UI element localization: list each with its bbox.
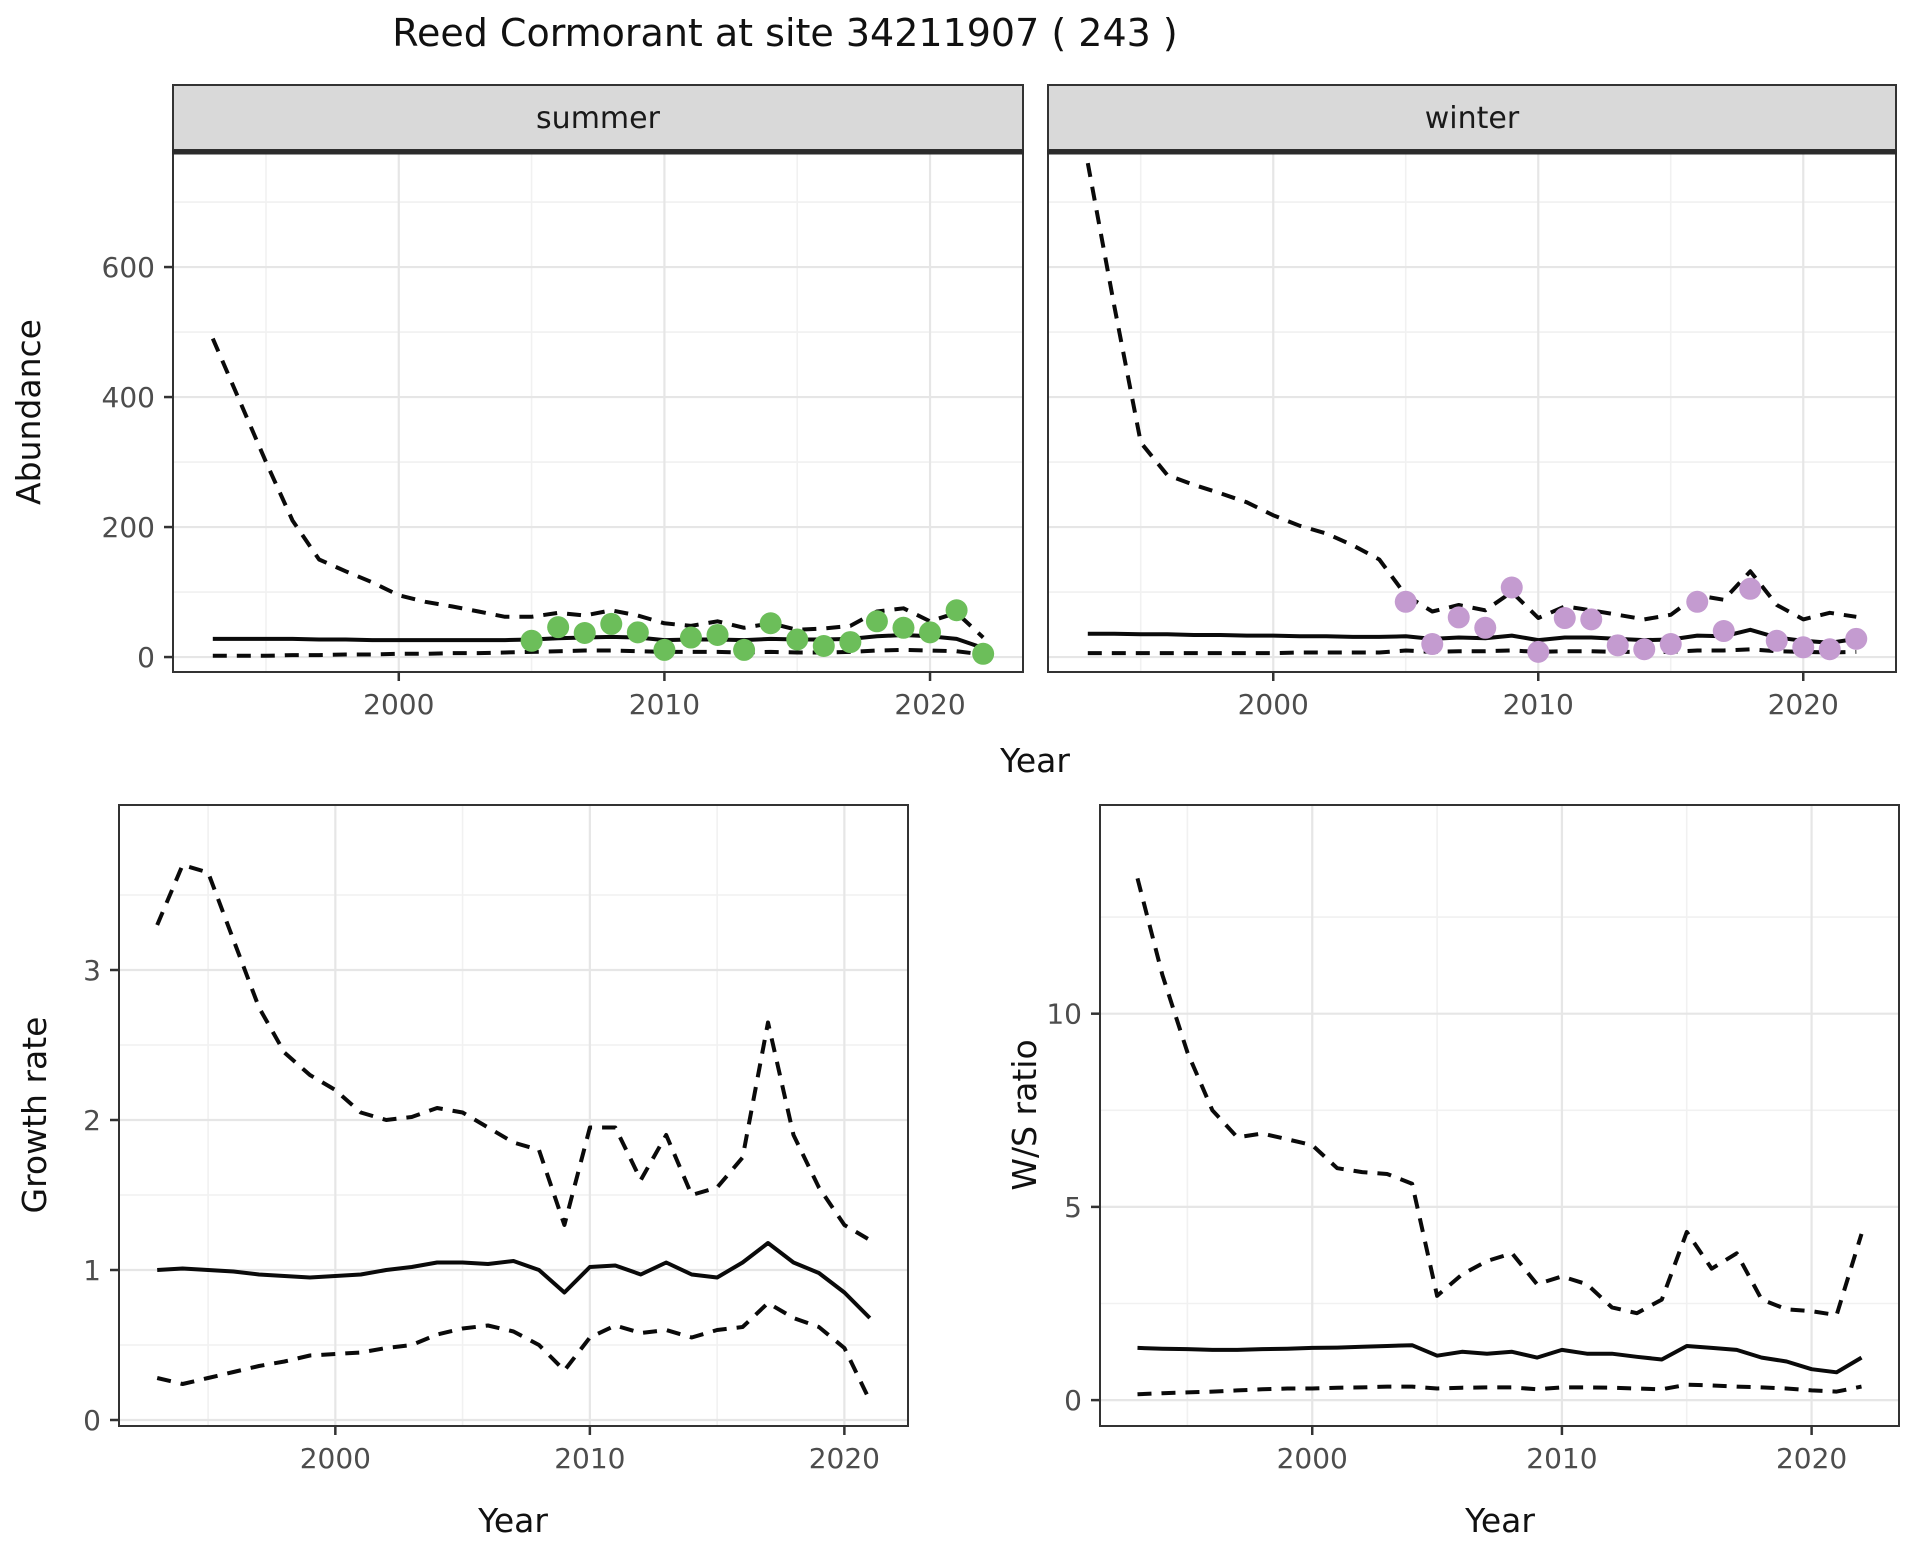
plot-title: Reed Cormorant at site 34211907 ( 243 ) (392, 11, 1177, 55)
ws-y-axis-title: W/S ratio (1005, 1039, 1044, 1190)
x-tick-label: 2000 (1277, 1442, 1348, 1475)
ws-mean-line (1137, 1343, 1863, 1375)
summer-observed-point (733, 638, 756, 661)
summer-observed-point (945, 599, 968, 622)
summer-observed-point (839, 631, 862, 654)
panel-border (1099, 804, 1900, 1427)
winter-lower-ci-line (1087, 647, 1857, 656)
abundance-x-axis-title: Year (999, 741, 1070, 780)
winter-observed-point (1686, 590, 1709, 613)
summer-observed-point (706, 623, 729, 646)
summer-lower-ci-line (212, 647, 984, 658)
ws-upper-ci-line (1135, 877, 1864, 1318)
x-tick-label: 2020 (1776, 1442, 1847, 1475)
summer-observed-point (626, 621, 649, 644)
winter-observed-point (1394, 590, 1417, 613)
winter-observed-point (1474, 616, 1497, 639)
panel-bg (119, 805, 908, 1426)
x-tick-label: 2010 (554, 1442, 625, 1475)
x-tick-label: 2020 (1768, 688, 1839, 721)
x-tick-label: 2000 (363, 688, 434, 721)
panel-bg (173, 152, 1023, 672)
facet-panel-summer: 2000 2010 2020 0 200 400 600 (102, 84, 1024, 721)
abundance-panels-layer: 2000 2010 2020 0 200 400 600 2000 2010 2020 (102, 84, 1897, 721)
y-tick-label: 1 (83, 1254, 101, 1287)
summer-observed-point (600, 612, 623, 635)
facet-strip-bg (1047, 84, 1897, 151)
x-tick-label: 2010 (1526, 1442, 1597, 1475)
ws-ratio-panel-layer: 2000 2010 2020 0 5 10 (1046, 804, 1900, 1475)
winter-observed-point (1606, 634, 1629, 657)
growth-y-axis-title: Growth rate (15, 1017, 54, 1214)
growth-mean-line (157, 1241, 872, 1320)
facet-panel-winter: 2000 2010 2020 (1047, 84, 1897, 721)
summer-observed-point (972, 642, 995, 665)
growth-rate-panel-layer: 2000 2010 2020 0 1 2 3 (83, 804, 909, 1475)
summer-observed-point (919, 621, 942, 644)
winter-observed-point (1421, 633, 1444, 656)
y-tick-label: 0 (137, 641, 155, 674)
winter-observed-point (1633, 638, 1656, 661)
winter-observed-point (1527, 640, 1550, 663)
facet-strip-label-winter: winter (1425, 101, 1520, 136)
panel-border (118, 804, 909, 1427)
y-tick-label: 10 (1046, 998, 1082, 1031)
y-tick-label: 600 (102, 251, 155, 284)
summer-observed-point (520, 629, 543, 652)
ws-panel: 2000 2010 2020 0 5 10 (1046, 804, 1900, 1475)
winter-observed-point (1739, 577, 1762, 600)
summer-observed-point (892, 616, 915, 639)
summer-observed-point (573, 622, 596, 644)
facet-strip-label-summer: summer (536, 101, 661, 136)
winter-observed-point (1553, 607, 1576, 630)
y-tick-label: 2 (83, 1104, 101, 1137)
summer-observed-point (812, 635, 835, 657)
growth-lower-ci-line (156, 1301, 872, 1402)
y-tick-label: 3 (83, 954, 101, 987)
x-tick-label: 2020 (809, 1442, 880, 1475)
summer-observed-point (759, 612, 782, 635)
summer-observed-point (653, 638, 676, 661)
summer-observed-point (547, 616, 570, 639)
y-tick-label: 0 (1064, 1384, 1082, 1417)
x-tick-label: 2010 (629, 688, 700, 721)
panel-bg (1100, 805, 1899, 1426)
summer-observed-point (679, 626, 702, 649)
x-tick-label: 2000 (300, 1442, 371, 1475)
x-tick-label: 2010 (1503, 688, 1574, 721)
summer-observed-point (865, 610, 888, 633)
growth-upper-ci-line (155, 863, 871, 1242)
winter-observed-point (1580, 608, 1603, 631)
y-tick-label: 0 (83, 1404, 101, 1437)
x-tick-label: 2020 (894, 688, 965, 721)
winter-observed-point (1792, 636, 1815, 659)
winter-observed-point (1712, 620, 1735, 643)
y-tick-label: 5 (1064, 1191, 1082, 1224)
winter-observed-point (1659, 633, 1682, 656)
ws-x-axis-title: Year (1464, 1501, 1535, 1540)
winter-observed-point (1818, 638, 1841, 661)
winter-observed-point (1845, 627, 1868, 650)
winter-observed-point (1765, 629, 1788, 652)
facet-strip-bg (172, 84, 1024, 151)
winter-observed-point (1447, 606, 1470, 629)
ws-lower-ci-line (1137, 1382, 1862, 1397)
winter-observed-point (1500, 576, 1523, 599)
growth-x-axis-title: Year (477, 1501, 548, 1540)
summer-upper-ci-line (210, 337, 985, 639)
y-tick-label: 200 (102, 511, 155, 544)
abundance-y-axis-title: Abundance (9, 319, 48, 505)
summer-observed-point (786, 628, 809, 651)
x-tick-label: 2000 (1238, 688, 1309, 721)
y-tick-label: 400 (102, 381, 155, 414)
growth-panel: 2000 2010 2020 0 1 2 3 (83, 804, 909, 1475)
